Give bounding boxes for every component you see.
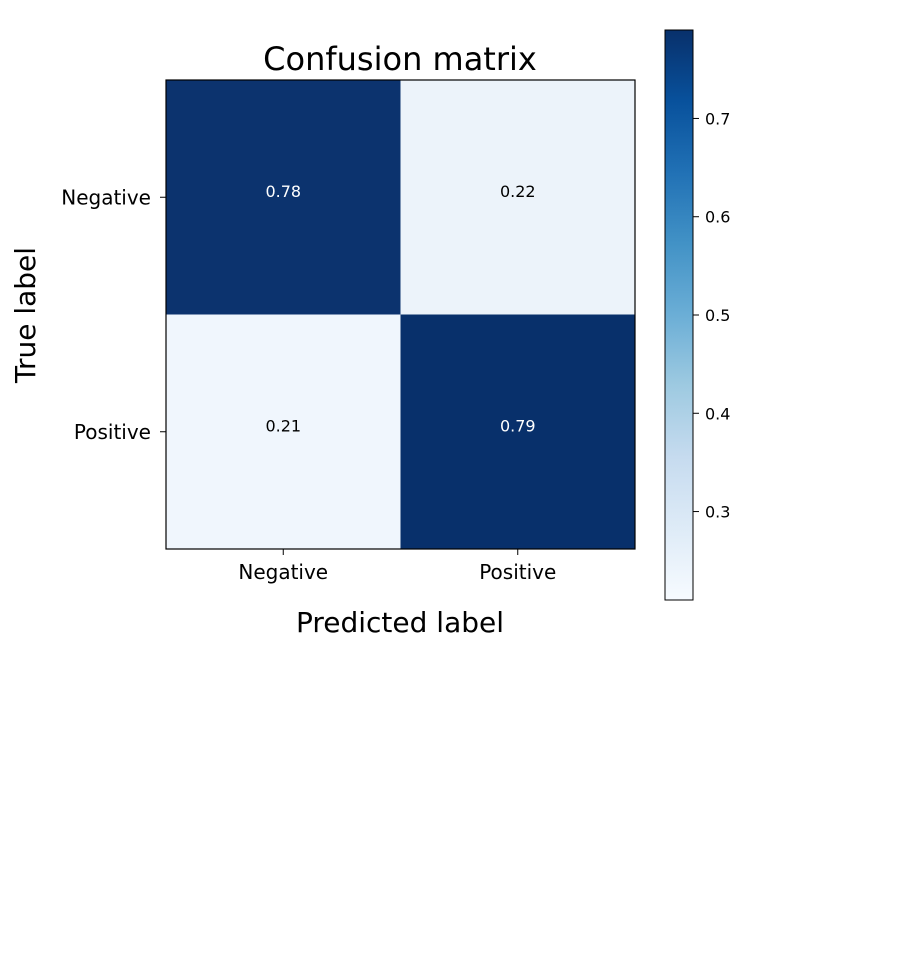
cell-value-label: 0.22 <box>500 182 536 201</box>
heatmap-cell <box>166 314 401 549</box>
colorbar-tick-label: 0.4 <box>705 404 730 423</box>
x-tick-label: Negative <box>238 560 328 584</box>
colorbar <box>664 29 694 601</box>
heatmap-cell <box>400 80 635 315</box>
chart-title: Confusion matrix <box>263 40 537 78</box>
y-tick-label: Positive <box>74 420 151 444</box>
colorbar-tick-label: 0.6 <box>705 208 730 227</box>
y-axis-label: True label <box>9 247 42 384</box>
x-axis-label: Predicted label <box>296 606 504 639</box>
heatmap-cell <box>166 80 401 315</box>
heatmap-cells: 0.78 0.22 0.21 0.79 <box>166 80 635 549</box>
colorbar-tick-label: 0.7 <box>705 109 730 128</box>
heatmap-cell <box>400 314 635 549</box>
colorbar-ticks: 0.3 0.4 0.5 0.6 0.7 <box>693 109 730 522</box>
axes-frame <box>165 79 636 550</box>
axis-ticks: Negative Positive Negative Positive <box>61 185 556 584</box>
x-tick-label: Positive <box>479 560 556 584</box>
cell-value-label: 0.78 <box>265 182 301 201</box>
colorbar-tick-label: 0.3 <box>705 503 730 522</box>
y-tick-label: Negative <box>61 185 151 209</box>
cell-value-label: 0.79 <box>500 417 536 436</box>
cell-value-label: 0.21 <box>265 417 301 436</box>
colorbar-tick-label: 0.5 <box>705 306 730 325</box>
